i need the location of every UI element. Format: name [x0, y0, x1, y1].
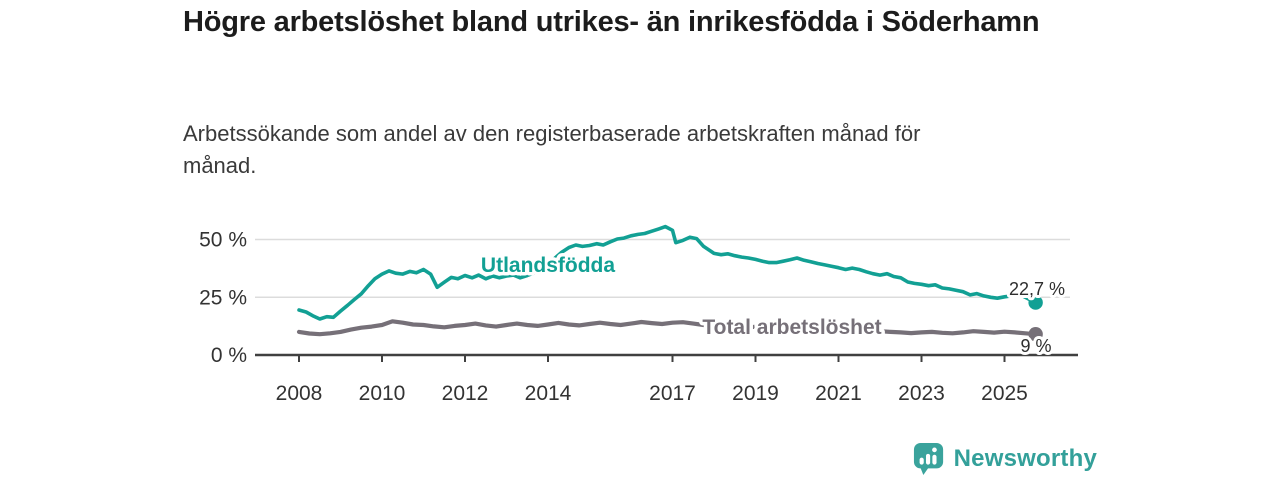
y-tick-label-50: 50 %	[199, 229, 247, 252]
x-tick-label-2012: 2012	[442, 382, 489, 405]
x-tick-label-2019: 2019	[732, 382, 779, 405]
series-label-total: Total arbetslöshet	[702, 316, 881, 339]
x-tick-label-2023: 2023	[898, 382, 945, 405]
chart-subtitle: Arbetssökande som andel av den registerb…	[183, 121, 921, 178]
series-label-utlandsfodda: Utlandsfödda	[481, 254, 615, 277]
x-tick-label-2017: 2017	[649, 382, 696, 405]
end-dot-utlandsfodda	[1028, 295, 1043, 310]
bar-chart-speech-bubble-icon	[913, 443, 943, 475]
x-tick-label-2021: 2021	[815, 382, 862, 405]
x-tick-label-2010: 2010	[359, 382, 406, 405]
series-line-utlandsfodda	[297, 224, 1038, 321]
y-tick-label-0: 0 %	[211, 344, 247, 367]
y-tick-label-25: 25 %	[199, 286, 247, 309]
x-tick-label-2008: 2008	[276, 382, 323, 405]
end-dot-total	[1028, 327, 1043, 342]
logo-wordmark: Newsworthy	[953, 445, 1097, 472]
x-tick-label-2025: 2025	[981, 382, 1028, 405]
page-title: Högre arbetslöshet bland utrikes- än inr…	[183, 6, 1040, 38]
newsworthy-logo: Newsworthy	[913, 442, 1097, 476]
x-tick-label-2014: 2014	[525, 382, 572, 405]
end-label-total: 9 %	[1020, 336, 1051, 356]
series-line-total	[296, 319, 1038, 337]
end-label-utlandsfodda: 22,7 %	[1009, 279, 1065, 299]
